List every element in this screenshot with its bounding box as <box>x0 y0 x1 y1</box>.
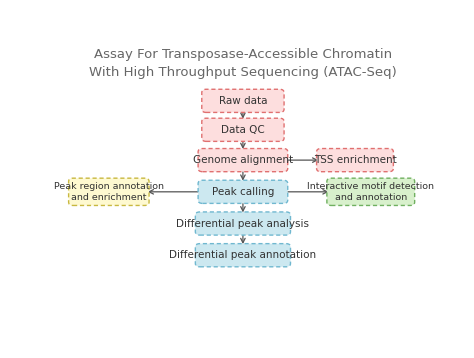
Text: Peak region annotation
and enrichment: Peak region annotation and enrichment <box>54 182 164 202</box>
Text: TSS enrichment: TSS enrichment <box>314 155 396 165</box>
FancyBboxPatch shape <box>198 180 288 203</box>
Text: Differential peak annotation: Differential peak annotation <box>169 250 317 260</box>
Text: Interactive motif detection
and annotation: Interactive motif detection and annotati… <box>307 182 434 202</box>
FancyBboxPatch shape <box>198 149 288 172</box>
FancyBboxPatch shape <box>195 212 291 235</box>
FancyBboxPatch shape <box>195 244 291 267</box>
FancyBboxPatch shape <box>327 178 415 205</box>
Text: Differential peak analysis: Differential peak analysis <box>176 218 310 228</box>
Text: Peak calling: Peak calling <box>212 187 274 197</box>
Text: Raw data: Raw data <box>219 96 267 106</box>
FancyBboxPatch shape <box>202 89 284 112</box>
Text: Assay For Transposase-Accessible Chromatin
With High Throughput Sequencing (ATAC: Assay For Transposase-Accessible Chromat… <box>89 48 397 79</box>
FancyBboxPatch shape <box>69 178 149 205</box>
Text: Data QC: Data QC <box>221 125 265 135</box>
Text: Genome alignment: Genome alignment <box>193 155 293 165</box>
FancyBboxPatch shape <box>202 118 284 141</box>
FancyBboxPatch shape <box>317 149 393 172</box>
